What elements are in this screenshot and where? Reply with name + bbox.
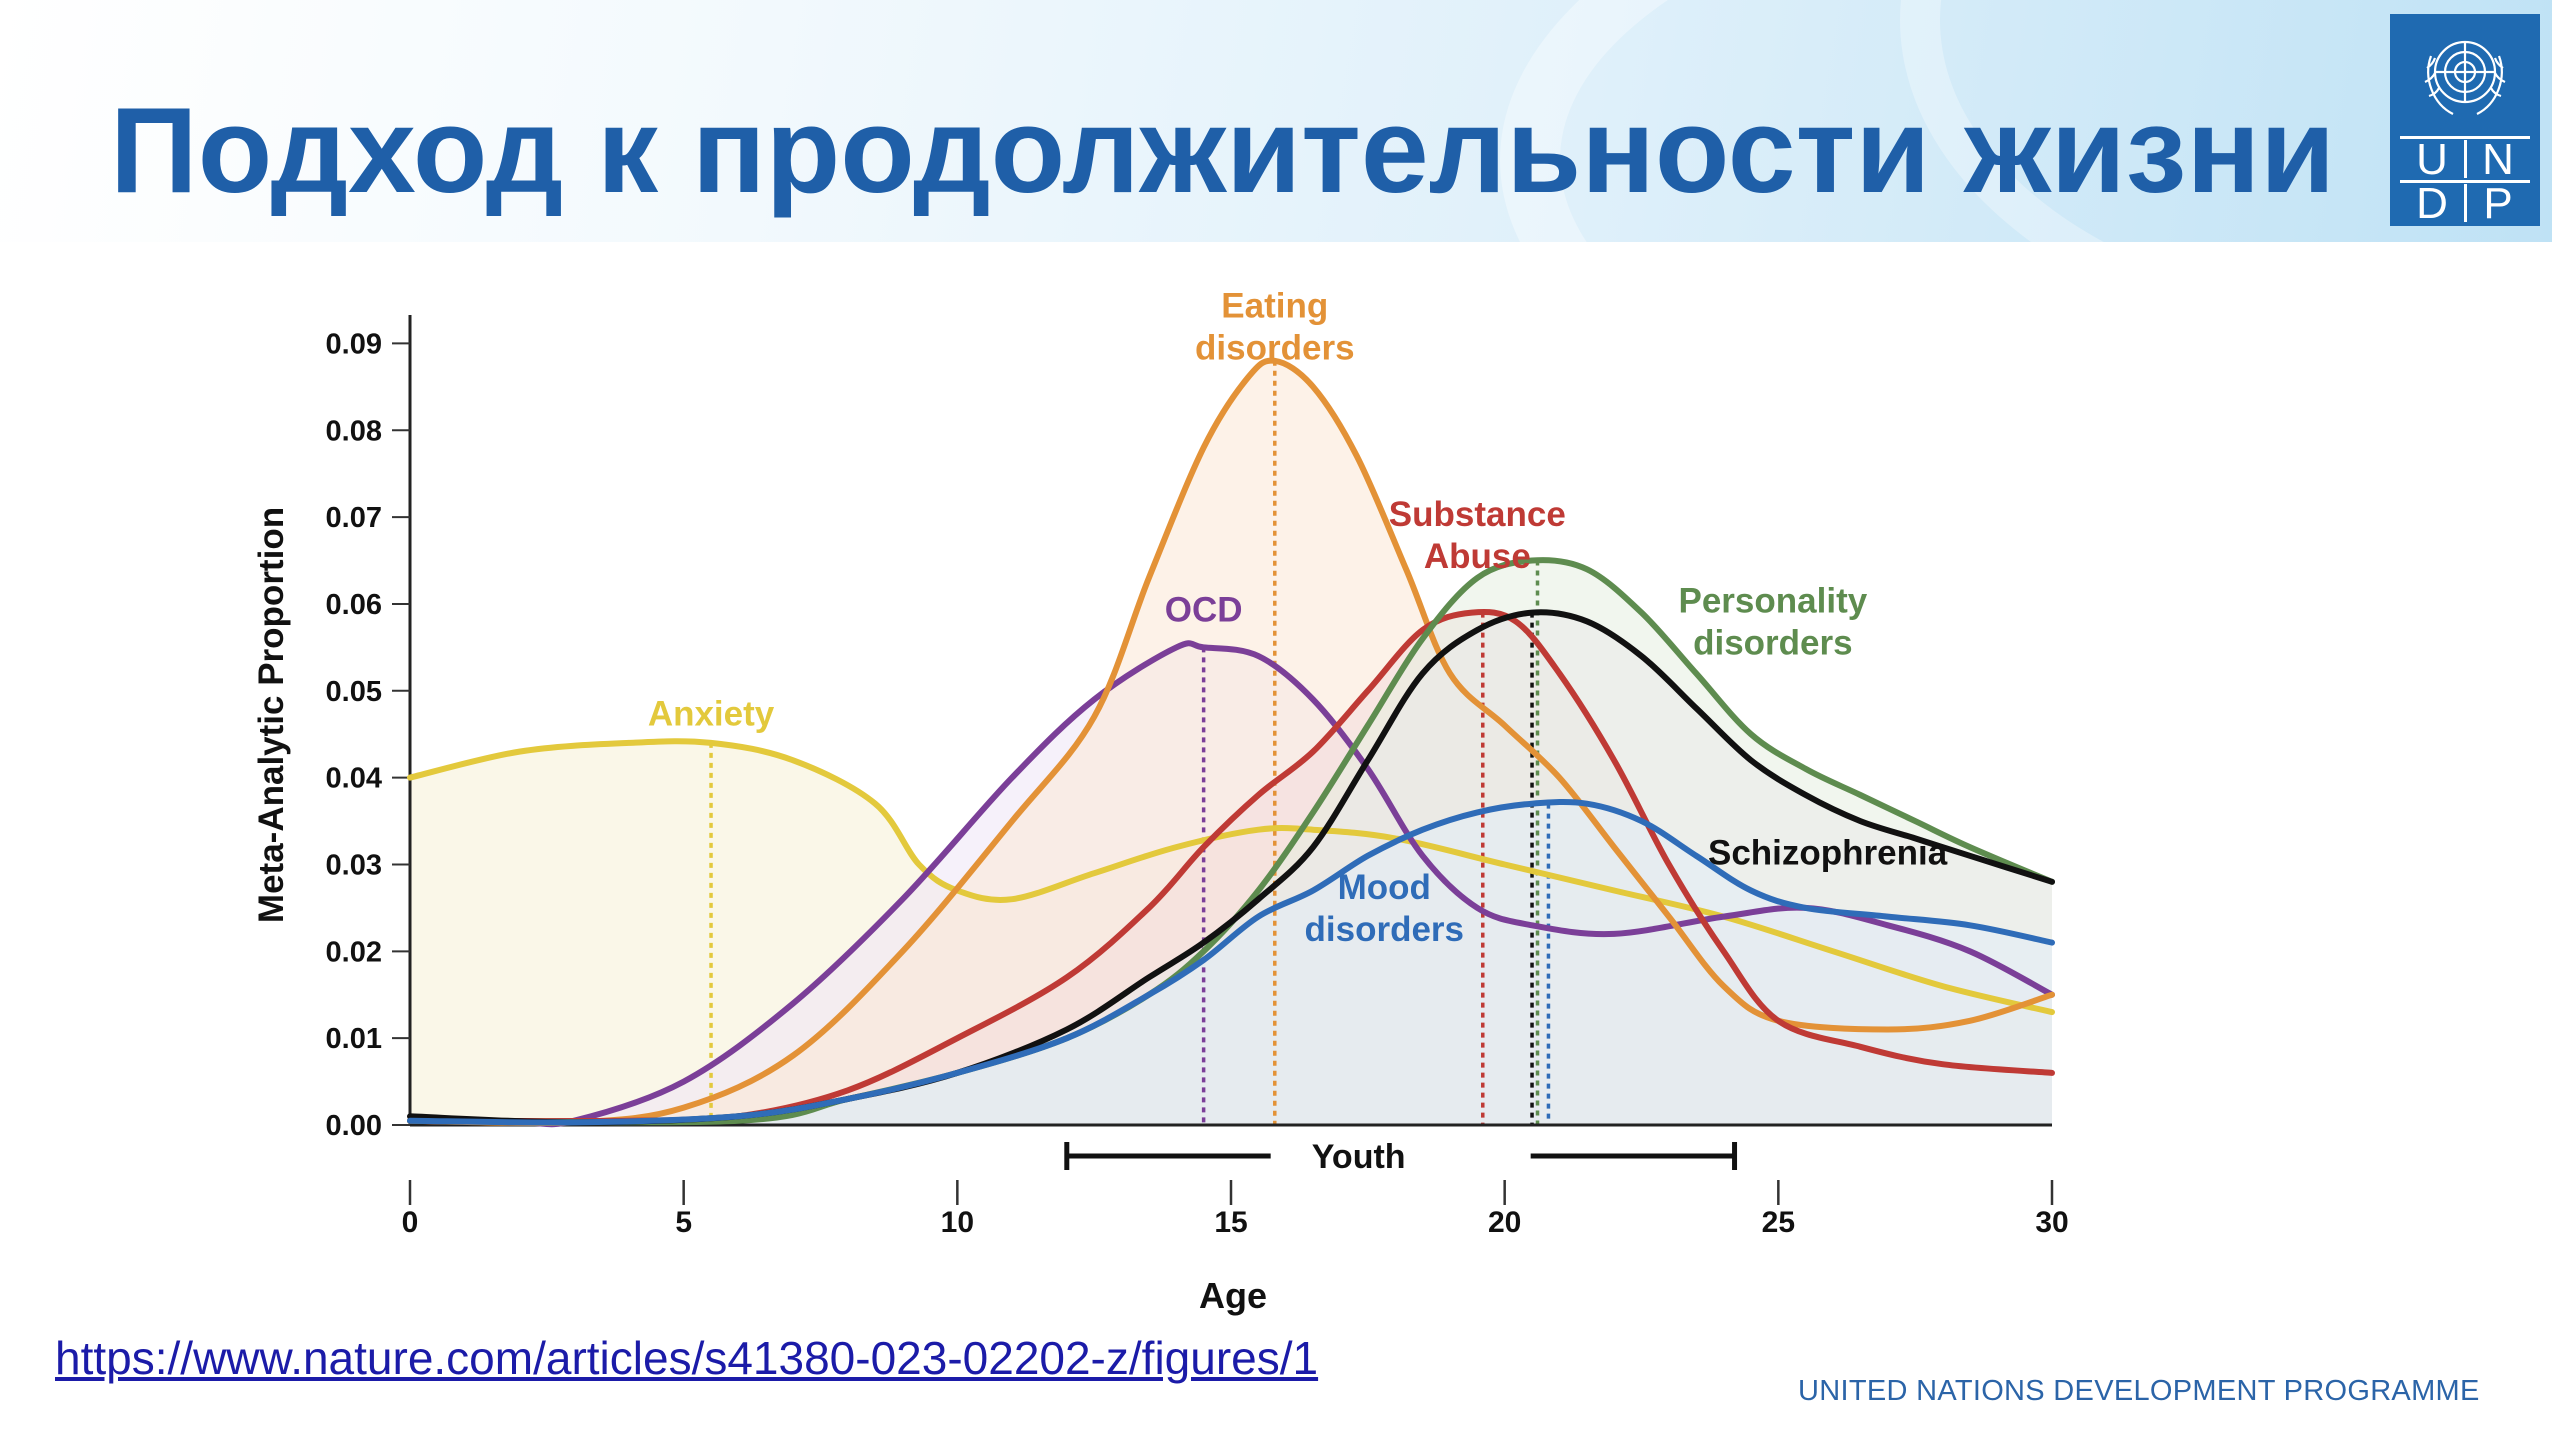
x-tick-label: 10 <box>941 1206 974 1239</box>
line-eating-disorders <box>407 357 2055 1127</box>
logo-letter: N <box>2482 135 2514 184</box>
label-personality-disorders: Personality disorders <box>1679 582 1868 663</box>
logo-divider <box>2400 180 2530 183</box>
label-ocd: OCD <box>1165 590 1243 629</box>
label-mood-disorders: Mood disorders <box>1305 868 1465 949</box>
label-eating-disorders: Eating disorders <box>1195 286 1355 367</box>
x-tick-label: 30 <box>2035 1206 2068 1239</box>
y-tick-label: 0.00 <box>326 1110 382 1142</box>
y-tick-label: 0.07 <box>326 502 382 534</box>
y-tick-label: 0.01 <box>326 1023 382 1055</box>
x-tick-label: 20 <box>1488 1206 1521 1239</box>
label-schizophrenia: Schizophrenia <box>1708 833 1948 872</box>
logo-divider <box>2464 140 2467 178</box>
logo-divider <box>2464 184 2467 222</box>
age-onset-chart: 0.00 0.01 0.02 0.03 0.04 0.05 0.06 0.07 0.08 0.09… <box>252 286 2069 1316</box>
line-mood-disorders <box>407 799 2055 1126</box>
youth-bracket-label: Youth <box>1312 1138 1406 1176</box>
x-axis-label: Age <box>1199 1275 1267 1316</box>
series-lines <box>407 357 2055 1128</box>
un-emblem-icon <box>2424 40 2506 115</box>
undp-logo: U N D P <box>2390 14 2540 226</box>
page-title: Подход к продолжительности жизни <box>110 82 2336 218</box>
y-tick-label: 0.03 <box>326 849 382 881</box>
y-tick-label: 0.09 <box>326 328 382 360</box>
label-substance-abuse: Substance Abuse <box>1389 495 1566 576</box>
header-banner: Подход к продолжительности жизни <box>0 0 2552 242</box>
x-tick-label: 25 <box>1762 1206 1795 1239</box>
y-axis-label: Meta-Analytic Proportion <box>252 507 291 923</box>
y-tick-label: 0.06 <box>326 589 382 621</box>
y-tick-label: 0.08 <box>326 415 382 447</box>
chart-axes: 0.00 0.01 0.02 0.03 0.04 0.05 0.06 0.07 0.08 0.09… <box>252 315 2069 1316</box>
x-tick-label: 15 <box>1214 1206 1247 1239</box>
logo-letter: U <box>2416 135 2448 184</box>
line-ocd <box>407 640 2055 1128</box>
y-tick-label: 0.04 <box>326 763 382 795</box>
footer-organization: UNITED NATIONS DEVELOPMENT PROGRAMME <box>1798 1375 2480 1407</box>
series-labels: Anxiety OCD Eating disorders Substance Abuse P… <box>648 286 1948 949</box>
logo-divider <box>2400 136 2530 139</box>
peak-guide-lines <box>709 360 1551 1125</box>
source-link[interactable]: https://www.nature.com/articles/s41380-0… <box>55 1332 1319 1384</box>
logo-letter: D <box>2416 179 2448 228</box>
x-tick-label: 0 <box>402 1206 419 1239</box>
label-anxiety: Anxiety <box>648 695 775 734</box>
x-tick-label: 5 <box>675 1206 692 1239</box>
logo-letter: P <box>2483 179 2513 228</box>
y-tick-label: 0.05 <box>326 676 382 708</box>
y-tick-label: 0.02 <box>326 936 382 968</box>
line-substance-abuse <box>407 608 2055 1125</box>
